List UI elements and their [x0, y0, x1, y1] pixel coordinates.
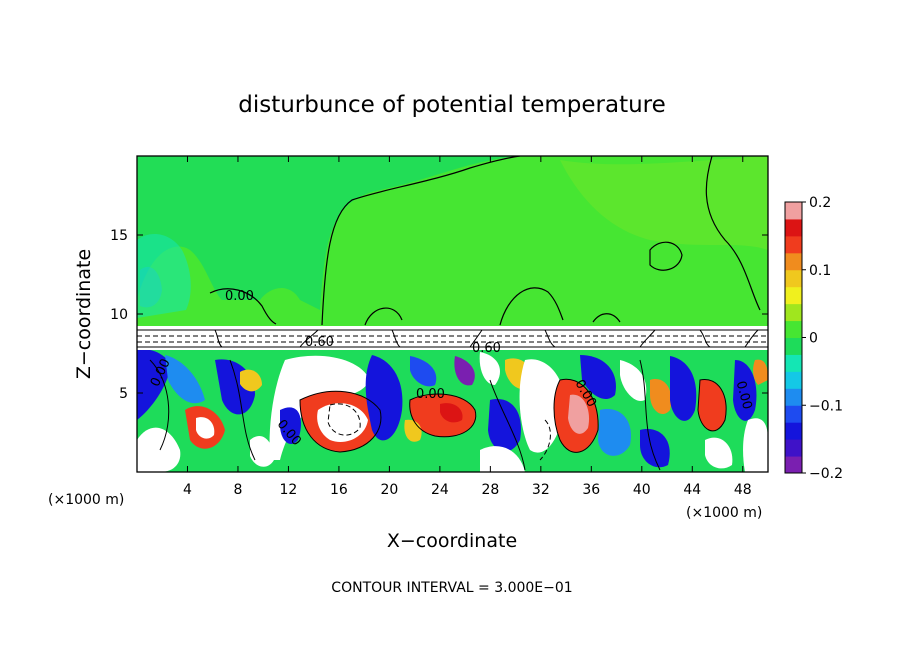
colorbar-swatch — [785, 218, 802, 237]
x-tick-label: 20 — [380, 482, 398, 498]
y-axis-label: Z−coordinate — [73, 249, 95, 379]
colorbar — [785, 202, 802, 474]
colorbar-swatch — [785, 337, 802, 355]
colorbar-swatch — [785, 456, 802, 474]
colorbar-swatch — [785, 202, 802, 220]
colorbar-tick-label: 0 — [809, 331, 818, 347]
colorbar-swatch — [785, 405, 802, 423]
colorbar-tick-label: 0.2 — [809, 195, 831, 211]
x-tick-label: 36 — [582, 482, 600, 498]
colorbar-swatch — [785, 320, 802, 338]
x-axis-label: X−coordinate — [387, 530, 517, 552]
colorbar-swatch — [785, 439, 802, 457]
y-tick-label: 10 — [110, 307, 128, 323]
y-tick-label: 15 — [110, 228, 128, 244]
colorbar-swatch — [785, 286, 802, 305]
contour-interval: CONTOUR INTERVAL = 3.000E−01 — [331, 580, 572, 596]
x-tick-label: 28 — [481, 482, 499, 498]
colorbar-ticks: 0.2 0.1 0 −0.1 −0.2 — [802, 195, 843, 482]
colorbar-tick-label: −0.2 — [809, 466, 843, 482]
colorbar-swatch — [785, 235, 802, 254]
x-axis-ticks: 4 8 12 16 20 24 28 32 36 40 44 48 — [183, 156, 752, 498]
colorbar-tick-label: −0.1 — [809, 398, 843, 414]
x-unit-left: (×1000 m) — [48, 492, 124, 508]
colorbar-swatch — [785, 371, 802, 389]
eddy-patches — [137, 350, 768, 472]
upper-layer-shading — [137, 156, 520, 310]
colorbar-swatch — [785, 354, 802, 372]
colorbar-swatch — [785, 252, 802, 271]
colorbar-swatch — [785, 388, 802, 406]
colorbar-swatch — [785, 269, 802, 288]
plot-area: 0.00 0.00 0.60 0.00 0.00 0.00 0.00 0.60 — [137, 156, 768, 472]
upper-layer-shading — [137, 234, 191, 318]
band-contours — [137, 329, 768, 348]
contour-label: 0.00 — [733, 379, 755, 411]
upper-layer-shading — [140, 266, 162, 308]
upper-contours — [209, 156, 761, 326]
colorbar-tick-label: 0.1 — [809, 263, 831, 279]
x-tick-label: 32 — [532, 482, 550, 498]
contour-label: 0.60 — [305, 335, 334, 350]
x-tick-label: 44 — [683, 482, 701, 498]
x-tick-label: 8 — [233, 482, 242, 498]
x-tick-label: 48 — [734, 482, 752, 498]
x-tick-label: 16 — [330, 482, 348, 498]
contour-label: 0.60 — [472, 341, 501, 356]
contour-label: 0.00 — [416, 387, 445, 402]
y-tick-label: 5 — [119, 386, 128, 402]
x-tick-label: 24 — [431, 482, 449, 498]
colorbar-swatch — [785, 303, 802, 322]
colorbar-swatch — [785, 422, 802, 440]
x-unit-right: (×1000 m) — [686, 505, 762, 521]
x-tick-label: 12 — [280, 482, 298, 498]
y-axis-ticks: 5 10 15 — [110, 228, 768, 402]
x-tick-label: 4 — [183, 482, 192, 498]
lower-contours — [149, 359, 727, 471]
contour-label: 0.00 — [225, 289, 254, 304]
x-tick-label: 40 — [633, 482, 651, 498]
chart-title: disturbunce of potential temperature — [238, 92, 666, 118]
